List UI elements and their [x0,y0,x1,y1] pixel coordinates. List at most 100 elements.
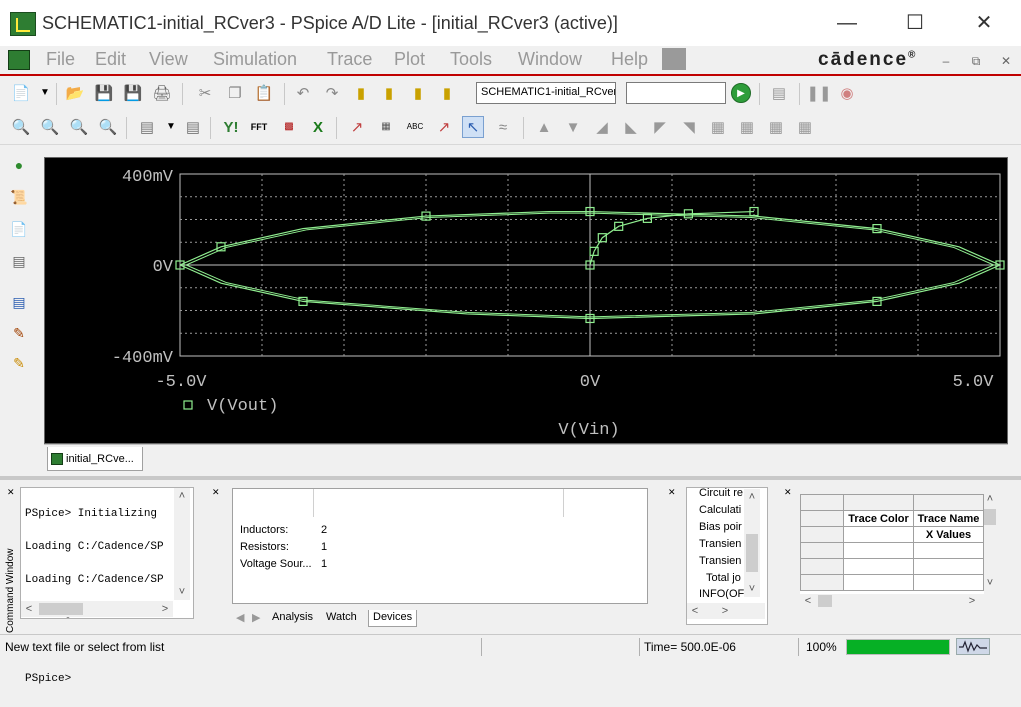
new-file-icon[interactable]: 📄 [11,84,31,102]
tab-scroll-left-icon[interactable]: ◀ [236,612,245,624]
command-output-area[interactable] [20,487,194,619]
tab-devices[interactable]: Devices [368,610,418,627]
copy-icon[interactable]: ❐ [228,84,242,102]
x-values-cell[interactable]: X Values [913,526,984,543]
command-horizontal-scrollbar[interactable]: < > [21,601,173,617]
pane-close-icon[interactable]: ✕ [7,487,15,497]
run-sim-icon[interactable]: ▤ [12,293,26,310]
progress-horizontal-scrollbar[interactable]: < > [687,603,765,619]
tab-analysis[interactable]: Analysis [272,611,313,623]
scroll-down-icon[interactable]: ˅ [986,577,994,589]
save-icon[interactable]: 💾 [123,84,143,102]
grid-cell[interactable] [843,526,914,543]
axis-settings-icon[interactable]: ↗ [437,118,451,136]
command-text-field[interactable] [626,82,726,104]
waveform-status-icon[interactable] [956,638,990,655]
open-binary-icon[interactable]: 💾 [94,84,114,102]
grid-cell[interactable] [843,542,914,559]
new-dropdown-icon[interactable]: ▼ [40,87,50,98]
maximize-icon[interactable]: ☐ [906,12,924,34]
scroll-down-icon[interactable]: ˅ [178,586,186,598]
scroll-left-icon[interactable]: < [691,605,699,617]
performance-analysis-icon[interactable]: ▩ [284,121,294,132]
undo-icon[interactable]: ↶ [296,84,310,102]
pane-close-icon[interactable]: ✕ [668,487,676,497]
pane-close-icon[interactable]: ✕ [212,487,220,497]
scroll-thumb[interactable] [39,603,83,615]
menu-plot[interactable]: Plot [394,49,426,69]
paste-icon[interactable]: 📋 [254,84,274,102]
bookmark-next-icon[interactable]: ▮ [384,84,394,102]
document-system-icon[interactable] [8,50,30,70]
cursor-max-icon[interactable]: ◤ [654,118,666,136]
cursor-slope-icon[interactable]: ◢ [596,118,608,136]
menu-view[interactable]: View [149,49,188,69]
menu-tools[interactable]: Tools [450,49,493,69]
tab-watch[interactable]: Watch [326,611,357,623]
grid-cell[interactable] [843,574,914,591]
redo-icon[interactable]: ↷ [325,84,339,102]
cursor-trough-icon[interactable]: ▼ [565,118,581,136]
scroll-right-icon[interactable]: > [161,603,169,615]
menu-simulation[interactable]: Simulation [213,49,298,69]
scroll-left-icon[interactable]: < [804,595,812,607]
scroll-up-icon[interactable]: ˄ [986,493,994,505]
log-y-icon[interactable]: ▤ [185,118,201,136]
log-x-icon[interactable]: ▤ [139,118,155,136]
open-folder-icon[interactable]: 📂 [65,84,85,102]
bookmark-prev-icon[interactable]: ▮ [413,84,423,102]
grid-horizontal-scrollbar[interactable]: < > [800,593,980,609]
devices-list[interactable]: Inductors: 2 Resistors: 1 Voltage Sour..… [232,488,648,604]
menu-trace[interactable]: Trace [327,49,373,69]
notes-icon[interactable]: 📜 [10,188,28,205]
cursor-point-icon[interactable]: ◥ [683,118,695,136]
menu-window[interactable]: Window [518,49,583,69]
output-file-icon[interactable]: 📄 [10,220,28,237]
scroll-left-icon[interactable]: < [25,603,33,615]
zoom-out-icon[interactable]: 🔍 [69,118,89,136]
minimize-icon[interactable]: — [837,12,857,34]
zoom-in-icon[interactable]: 🔍 [40,118,60,136]
tab-initial-rc[interactable]: initial_RCve... [47,447,143,471]
menu-help[interactable]: Help [611,49,649,69]
add-y-axis-icon[interactable]: Y! [223,118,239,136]
add-trace-icon[interactable]: ↗ [350,118,364,136]
grid-cell[interactable] [913,558,984,575]
scroll-up-icon[interactable]: ˄ [178,490,186,502]
trace-properties-grid[interactable]: Trace Color Trace Name X Values [800,494,984,594]
run-icon[interactable]: ▶ [731,83,751,103]
mark-data-icon[interactable]: ≈ [498,118,508,136]
edit-sim-icon[interactable]: ✎ [13,324,25,341]
zoom-fit-icon[interactable]: 🔍 [11,118,31,136]
mdi-minimize-icon[interactable]: – [942,54,950,68]
sim-profile-icon[interactable]: ✎ [13,354,25,371]
select-pointer-icon[interactable]: ↖ [462,116,484,138]
eval-measurement-icon[interactable]: ▦ [381,121,391,132]
cursor-min-icon[interactable]: ◣ [625,118,637,136]
mdi-restore-icon[interactable]: ⧉ [971,54,981,68]
log-dropdown-icon[interactable]: ▼ [166,121,176,132]
view-simulation-icon[interactable]: ▤ [771,84,787,102]
grid-cell[interactable] [843,558,914,575]
scroll-down-icon[interactable]: ˅ [748,583,756,595]
schematic-profile-combo[interactable]: SCHEMATIC1-initial_RCver [476,82,616,104]
scroll-right-icon[interactable]: > [968,595,976,607]
text-label-icon[interactable]: ABC [406,122,424,131]
scroll-thumb[interactable] [984,509,996,525]
cursor-peak-icon[interactable]: ▲ [536,118,552,136]
fft-icon[interactable]: FFT [250,121,268,132]
cursor-next-icon[interactable]: ▦ [739,118,755,136]
waveform-icon[interactable]: ▤ [12,252,26,269]
bookmark-icon[interactable]: ▮ [356,84,366,102]
menu-file[interactable]: File [46,49,76,69]
tab-scroll-right-icon[interactable]: ▶ [252,612,261,624]
scroll-up-icon[interactable]: ˄ [748,491,756,503]
pane-close-icon[interactable]: ✕ [784,487,792,497]
cut-icon[interactable]: ✂ [198,84,212,102]
scroll-thumb[interactable] [746,534,758,572]
bubble-icon[interactable]: ● [14,157,24,173]
zoom-area-icon[interactable]: 🔍 [98,118,118,136]
grid-cell[interactable] [913,574,984,591]
close-icon[interactable]: ✕ [975,12,993,34]
scroll-thumb[interactable] [818,595,832,607]
